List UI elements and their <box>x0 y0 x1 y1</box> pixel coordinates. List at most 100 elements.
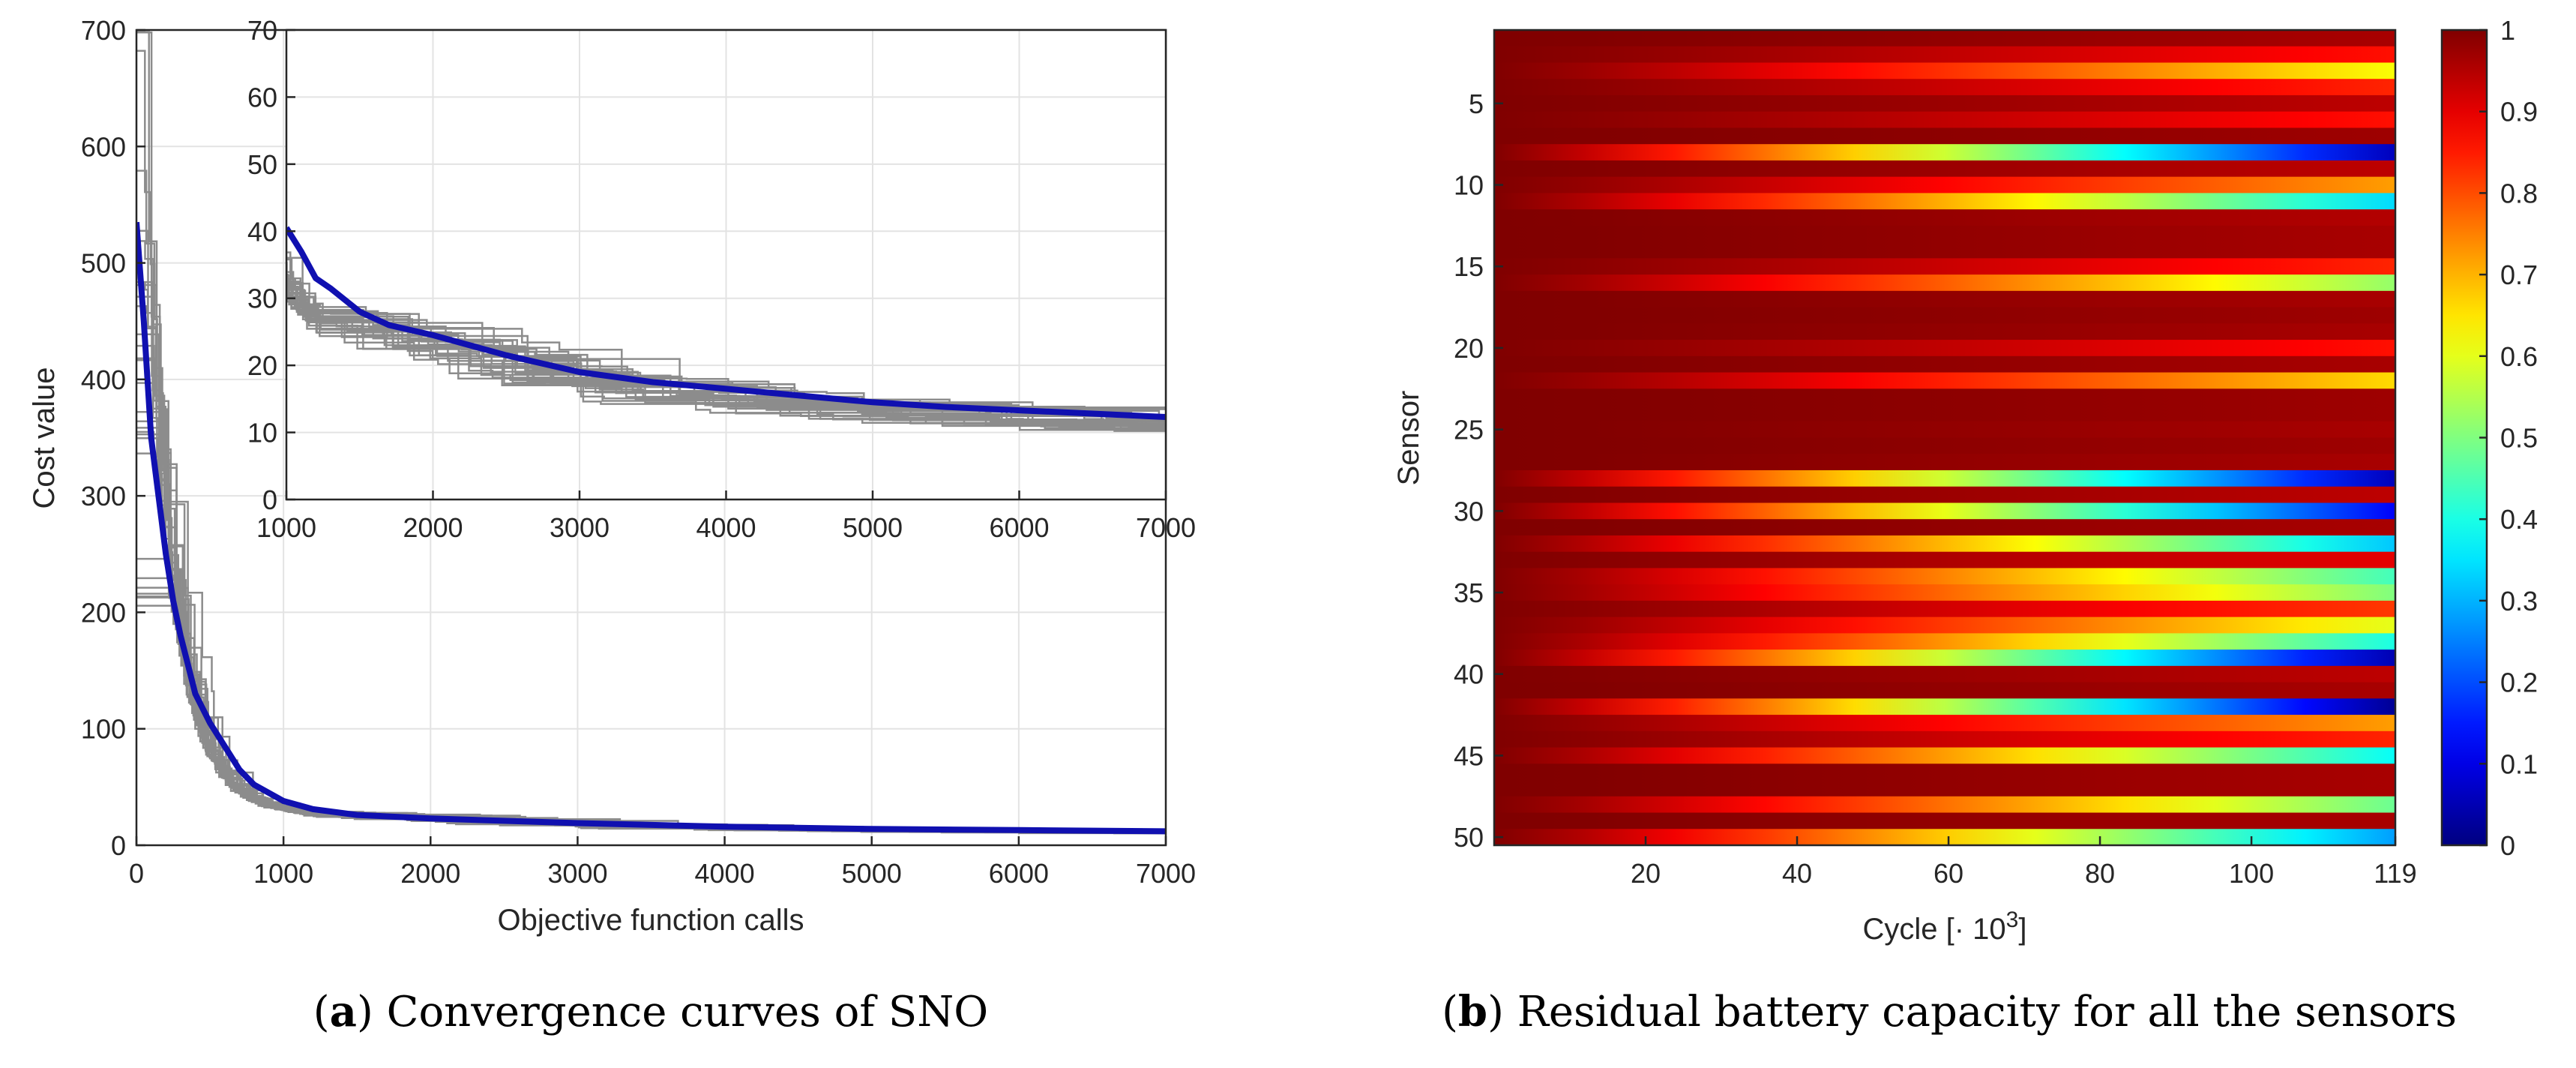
heatmap-row-sensor-40 <box>1494 665 2395 683</box>
heatmap-row-sensor-8 <box>1494 144 2395 161</box>
panel-a-ticks: 0 1000 2000 3000 4000 5000 6000 700001002003004… <box>81 15 1196 889</box>
panel-b-caption-letter: b <box>1458 987 1487 1036</box>
inset-xtick-label: 1000 <box>256 512 316 543</box>
heatmap-row-sensor-17 <box>1494 290 2395 308</box>
heatmap-row-sensor-30 <box>1494 502 2395 520</box>
heatmap-row-sensor-24 <box>1494 405 2395 422</box>
panel-b-caption: (b) Residual battery capacity for all th… <box>1442 987 2457 1036</box>
inset-ytick-label: 60 <box>247 82 277 112</box>
panel-b-ytick-label: 40 <box>1454 659 1484 690</box>
colorbar-tick-label: 0.9 <box>2500 97 2538 128</box>
panel-a-xtick-label: 0 <box>129 858 144 889</box>
inset-ytick-label: 0 <box>262 484 277 515</box>
inset-xtick-label: 3000 <box>550 512 610 543</box>
colorbar-ticks: 0 0.1 0.2 0.3 0.4 0.5 0.6 0.7 0.8 0.9 1 <box>2479 15 2538 861</box>
panel-a-caption: (a) Convergence curves of SNO <box>313 987 988 1036</box>
inset-ytick-label: 40 <box>247 216 277 247</box>
panel-b-xtick-label: 60 <box>1933 858 1963 889</box>
inset-ytick-label: 10 <box>247 418 277 448</box>
panel-b-xlabel-close: ] <box>2018 913 2026 946</box>
panel-a-caption-open: ( <box>313 988 330 1036</box>
panel-b-ylabel: Sensor <box>1392 391 1425 486</box>
panel-b-caption-close: ) <box>1487 988 1517 1036</box>
panel-a-caption-text: Convergence curves of SNO <box>387 988 989 1036</box>
panel-a-caption-letter: a <box>330 987 357 1036</box>
inset-ytick-label: 20 <box>247 350 277 381</box>
panel-a-xlabel: Objective function calls <box>497 904 804 937</box>
heatmap-row-sensor-39 <box>1494 650 2395 667</box>
inset-ytick-label: 30 <box>247 284 277 314</box>
heatmap-row-sensor-20 <box>1494 340 2395 357</box>
panel-b-caption-text: Residual battery capacity for all the se… <box>1517 988 2457 1036</box>
colorbar-tick-label: 0.5 <box>2500 423 2538 454</box>
panel-b-heatmap-rows <box>1494 30 2395 845</box>
inset-run-curve <box>286 282 1166 424</box>
heatmap-row-sensor-27 <box>1494 454 2395 471</box>
heatmap-row-sensor-38 <box>1494 633 2395 650</box>
panel-a-xtick-label: 4000 <box>695 858 755 889</box>
panel-a-xtick-label: 3000 <box>547 858 607 889</box>
heatmap-row-sensor-43 <box>1494 715 2395 732</box>
panel-a-xtick-label: 7000 <box>1136 858 1196 889</box>
heatmap-row-sensor-11 <box>1494 193 2395 210</box>
heatmap-row-sensor-31 <box>1494 519 2395 536</box>
panel-b-ytick-label: 50 <box>1454 822 1484 853</box>
panel-a-inset-chart: 1000 2000 3000 4000 5000 6000 7000 0 10 20 30 40 50 6… <box>247 15 1196 543</box>
heatmap-row-sensor-36 <box>1494 600 2395 618</box>
panel-b-xtick-label: 40 <box>1782 858 1812 889</box>
panel-b-xlabel-main: Cycle [· 10 <box>1863 913 2006 946</box>
heatmap-row-sensor-28 <box>1494 470 2395 488</box>
panel-b-xlabel-exponent: 3 <box>2006 908 2019 932</box>
inset-mean-curve <box>286 226 1166 420</box>
inset-xtick-label: 5000 <box>843 512 903 543</box>
panel-a-xtick-label: 6000 <box>989 858 1049 889</box>
heatmap-row-sensor-35 <box>1494 584 2395 602</box>
heatmap-row-sensor-46 <box>1494 764 2395 781</box>
heatmap-row-sensor-1 <box>1494 30 2395 47</box>
heatmap-row-sensor-50 <box>1494 829 2395 845</box>
colorbar-tick-label: 0.1 <box>2500 748 2538 779</box>
heatmap-row-sensor-22 <box>1494 372 2395 389</box>
heatmap-row-sensor-37 <box>1494 616 2395 634</box>
colorbar-tick-label: 0.2 <box>2500 668 2538 698</box>
inset-xtick-label: 7000 <box>1136 512 1196 543</box>
panel-a-mean-curve <box>136 221 1166 835</box>
panel-b-ytick-label: 10 <box>1454 170 1484 201</box>
colorbar-tick-label: 1 <box>2500 15 2515 46</box>
panel-b-ticks: 20 40 60 80 100 119 5 10 15 20 25 30 35 40 45 50 <box>1454 88 2417 889</box>
panel-b-xtick-label: 100 <box>2229 858 2274 889</box>
heatmap-row-sensor-19 <box>1494 323 2395 340</box>
panel-a-xtick-label: 1000 <box>253 858 313 889</box>
heatmap-row-sensor-45 <box>1494 747 2395 764</box>
panel-a-xtick-label: 5000 <box>842 858 902 889</box>
heatmap-row-sensor-7 <box>1494 128 2395 145</box>
panel-a-ytick-label: 700 <box>81 15 126 46</box>
inset-ytick-label: 50 <box>247 149 277 180</box>
panel-b-ytick-label: 20 <box>1454 333 1484 364</box>
heatmap-row-sensor-29 <box>1494 486 2395 504</box>
panel-b-ytick-label: 5 <box>1469 88 1484 119</box>
heatmap-row-sensor-9 <box>1494 160 2395 178</box>
heatmap-row-sensor-23 <box>1494 388 2395 406</box>
heatmap-row-sensor-32 <box>1494 535 2395 553</box>
panel-b-xtick-label: 20 <box>1631 858 1661 889</box>
colorbar-tick-label: 0.4 <box>2500 504 2538 535</box>
heatmap-row-sensor-15 <box>1494 258 2395 275</box>
panel-a-xtick-label: 2000 <box>400 858 460 889</box>
panel-a-ylabel: Cost value <box>28 368 61 509</box>
heatmap-row-sensor-26 <box>1494 437 2395 454</box>
heatmap-row-sensor-34 <box>1494 568 2395 585</box>
panel-b-axes-frame <box>1493 28 2397 847</box>
inset-ticks: 1000 2000 3000 4000 5000 6000 7000 0 10 20 30 40 50 6… <box>247 15 1196 543</box>
panel-b-heatmap-chart: 20 40 60 80 100 119 5 10 15 20 25 30 35 40 45 50 0 0.1 0.… <box>1392 15 2538 1036</box>
inset-xtick-label: 6000 <box>989 512 1049 543</box>
panel-b-ytick-label: 25 <box>1454 415 1484 446</box>
colorbar-tick-label: 0.8 <box>2500 178 2538 208</box>
panel-a-ytick-label: 0 <box>111 830 126 861</box>
heatmap-row-sensor-12 <box>1494 209 2395 226</box>
heatmap-row-sensor-48 <box>1494 796 2395 814</box>
heatmap-row-sensor-42 <box>1494 698 2395 716</box>
panel-b-ytick-label: 30 <box>1454 496 1484 526</box>
colorbar-tick-label: 0.3 <box>2500 586 2538 616</box>
panel-b-ytick-label: 45 <box>1454 740 1484 771</box>
